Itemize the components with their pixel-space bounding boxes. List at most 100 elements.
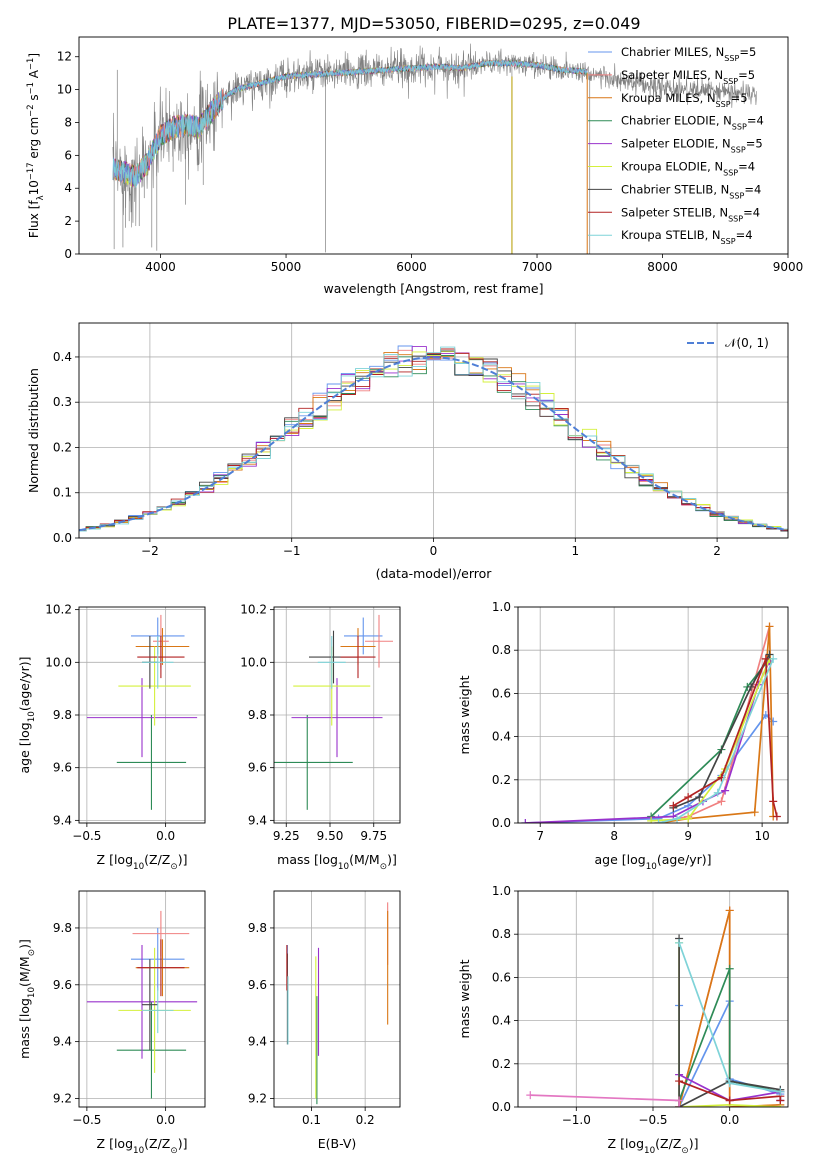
y-tick-label: 0.2 <box>492 773 511 787</box>
ebv-mass-points <box>286 902 389 1105</box>
legend-label: Salpeter STELIB, NSSP=4 <box>621 205 760 223</box>
x-tick-label: 7 <box>536 829 544 843</box>
y-tick-label: 10 <box>57 83 72 97</box>
series-marker <box>717 797 726 806</box>
y-tick-label: 0.0 <box>492 816 511 830</box>
axes-frame <box>517 606 789 824</box>
x-tick-label: 9.75 <box>360 829 387 843</box>
series-marker <box>772 812 781 821</box>
ebv-mass-panel: 0.1 0.2 9.2 9.4 9.6 9.8 E(B-V) <box>248 890 401 1151</box>
z-mass-points <box>86 910 198 1099</box>
ebv-mass-xlabel: E(B-V) <box>318 1136 357 1151</box>
normal-legend-label: 𝒩(0, 1) <box>725 336 769 350</box>
y-tick-label: 0.8 <box>492 927 511 941</box>
z-mass-xlabel: Z [log10(Z/Z⊙)] <box>97 1136 188 1156</box>
axes-frame <box>78 322 789 539</box>
x-tick-label: 9 <box>684 829 692 843</box>
z-weight-ylabel: mass weight <box>457 959 472 1038</box>
series-marker <box>765 650 774 659</box>
spectrum-model-kroupa-stelib <box>112 59 588 189</box>
x-tick-label: 9.50 <box>317 829 344 843</box>
z-weight-panel: −1.0 −0.5 0.0 0.0 0.2 0.4 0.6 0.8 1.0 Z [log10(Z/… <box>457 884 789 1156</box>
x-tick-label: 0.2 <box>356 1113 375 1127</box>
y-tick-label: 0.3 <box>53 395 72 409</box>
mass-age-xlabel: mass [log10(M/M⊙)] <box>277 852 397 872</box>
x-tick-label: 5000 <box>271 260 302 274</box>
series-marker <box>684 814 693 823</box>
series-marker <box>725 906 734 915</box>
series-marker <box>776 1087 785 1096</box>
series-marker <box>526 1091 535 1100</box>
z-weight-lines <box>526 906 785 1107</box>
spectrum-ylabel: Flux [fλ10−17 erg cm−2 s−1 A−1] <box>25 53 45 238</box>
y-tick-label: 9.8 <box>53 921 72 935</box>
y-tick-label: 9.6 <box>248 761 267 775</box>
age-weight-lines <box>521 622 781 823</box>
x-tick-label: 9.25 <box>273 829 300 843</box>
series-marker <box>647 816 656 823</box>
y-tick-label: 10.0 <box>45 655 72 669</box>
series-marker <box>695 793 704 802</box>
legend-label: Kroupa ELODIE, NSSP=4 <box>621 160 755 178</box>
normal-curve <box>79 356 786 532</box>
z-mass-ylabel: mass [log10(M/M⊙)] <box>17 939 37 1059</box>
y-tick-label: 9.6 <box>248 978 267 992</box>
x-tick-label: 2 <box>713 544 721 558</box>
legend-label: Kroupa STELIB, NSSP=4 <box>621 228 753 246</box>
z-age-panel: −0.5 0.0 9.4 9.6 9.8 10.0 10.2 Z [log10(Z/Z⊙)] a… <box>17 603 206 872</box>
x-tick-label: 8 <box>610 829 618 843</box>
series-marker <box>725 1096 734 1105</box>
x-tick-label: 0 <box>430 544 438 558</box>
series-marker <box>750 808 759 817</box>
y-tick-label: 9.6 <box>53 761 72 775</box>
y-tick-label: 9.4 <box>53 813 72 827</box>
spectrum-legend: Chabrier MILES, NSSP=5 Salpeter MILES, NS… <box>588 45 764 246</box>
series-marker <box>776 1096 785 1105</box>
y-tick-label: 10.2 <box>240 603 267 617</box>
y-tick-label: 0.8 <box>492 643 511 657</box>
y-tick-label: 9.6 <box>53 978 72 992</box>
series-marker <box>675 938 684 947</box>
y-tick-label: 0.4 <box>53 350 72 364</box>
series-marker <box>675 1103 684 1107</box>
series-marker <box>654 819 663 823</box>
x-tick-label: −2 <box>141 544 159 558</box>
y-tick-label: 0.6 <box>492 970 511 984</box>
y-tick-label: 9.8 <box>248 921 267 935</box>
mass-age-panel: 9.25 9.50 9.75 9.4 9.6 9.8 10.0 10.2 mass [log10… <box>240 603 401 872</box>
series-marker <box>725 964 734 973</box>
series-marker <box>761 654 770 663</box>
series-marker <box>684 793 693 802</box>
x-tick-label: 7000 <box>522 260 553 274</box>
x-tick-label: 8000 <box>647 260 678 274</box>
series-line-salpeter-elodie <box>525 660 771 823</box>
series-marker <box>521 819 530 823</box>
y-tick-label: 1.0 <box>492 884 511 898</box>
age-weight-panel: 7 8 9 10 0.0 0.2 0.4 0.6 0.8 1.0 age [log10(age/yr… <box>457 600 789 872</box>
y-tick-label: 10.2 <box>45 603 72 617</box>
histogram-kroupa-stelib <box>79 346 788 532</box>
legend-label: Kroupa MILES, NSSP=5 <box>621 91 748 109</box>
series-marker <box>725 1079 734 1088</box>
axes-frame <box>273 890 401 1108</box>
z-weight-xlabel: Z [log10(Z/Z⊙)] <box>608 1136 699 1156</box>
x-tick-label: −0.5 <box>638 1113 667 1127</box>
y-tick-label: 6 <box>64 148 72 162</box>
histogram-chabrier-elodie <box>79 355 788 531</box>
y-tick-label: 9.4 <box>248 813 267 827</box>
y-tick-label: 0.6 <box>492 686 511 700</box>
z-age-ylabel: age [log10(age/yr)] <box>17 656 37 773</box>
spectrum-panel: 4000 5000 6000 7000 8000 9000 0 2 4 6 8 10 12 Chabrie… <box>25 36 804 296</box>
y-tick-label: 0.0 <box>53 531 72 545</box>
residual-histograms <box>79 345 788 532</box>
y-tick-label: 8 <box>64 115 72 129</box>
x-tick-label: 9000 <box>773 260 804 274</box>
z-age-xlabel: Z [log10(Z/Z⊙)] <box>97 852 188 872</box>
age-weight-xlabel: age [log10(age/yr)] <box>594 852 711 872</box>
y-tick-label: 0.2 <box>492 1057 511 1071</box>
x-tick-label: −1 <box>283 544 301 558</box>
series-marker <box>713 788 722 797</box>
age-weight-ylabel: mass weight <box>457 675 472 754</box>
